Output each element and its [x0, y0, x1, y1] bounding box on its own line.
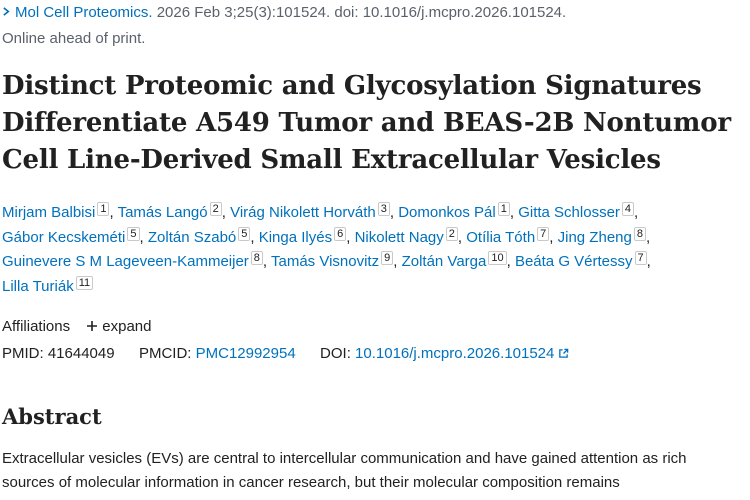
- author-name-link[interactable]: Nikolett Nagy: [354, 228, 444, 246]
- affiliation-number[interactable]: 10: [488, 251, 507, 265]
- expand-label: expand: [102, 318, 152, 335]
- affiliation-number[interactable]: 1: [497, 202, 510, 216]
- expand-affiliations-button[interactable]: expand: [86, 318, 151, 335]
- abstract-heading: Abstract: [2, 404, 102, 429]
- author-name-link[interactable]: Domonkos Pál: [398, 204, 496, 221]
- affiliation-number[interactable]: 2: [209, 202, 222, 216]
- author-item: Tamás Visnovitz 9,: [271, 251, 402, 270]
- affiliation-number[interactable]: 6: [334, 226, 347, 241]
- affiliation-number[interactable]: 8: [250, 251, 263, 265]
- pmcid-link[interactable]: PMC12992954: [195, 345, 296, 362]
- journal-link[interactable]: Mol Cell Proteomics.: [2, 4, 157, 21]
- author-name-link[interactable]: Lilla Turiák: [2, 277, 74, 295]
- affiliation-number[interactable]: 7: [634, 251, 647, 265]
- author-item: Beáta G Vértessy 7,: [514, 251, 651, 270]
- author-name-link[interactable]: Tamás Langó: [117, 204, 208, 221]
- author-item: Mirjam Balbisi 1,: [2, 202, 118, 221]
- author-name-link[interactable]: Mirjam Balbisi: [2, 204, 96, 221]
- author-item: Otília Tóth 7,: [466, 226, 558, 246]
- author-name-link[interactable]: Beáta G Vértessy: [514, 253, 633, 270]
- identifiers-row: PMID: 41644049 PMCID: PMC12992954 DOI: 1…: [2, 345, 569, 362]
- author-name-link[interactable]: Kinga Ilyés: [258, 228, 333, 246]
- external-link-icon: [559, 348, 569, 358]
- pmid-label: PMID:: [2, 345, 44, 362]
- author-item: Guinevere S M Lageveen-Kammeijer 8,: [2, 251, 271, 270]
- author-name-link[interactable]: Virág Nikolett Horváth: [230, 204, 376, 221]
- author-item: Zoltán Szabó 5,: [147, 226, 259, 246]
- author-name-link[interactable]: Jing Zheng: [557, 228, 632, 246]
- pmcid-label: PMCID:: [138, 345, 192, 362]
- author-item: Tamás Langó 2,: [117, 202, 231, 221]
- affiliation-number[interactable]: 5: [127, 226, 140, 241]
- affiliation-number[interactable]: 8: [633, 226, 646, 241]
- affiliation-number[interactable]: 3: [377, 202, 390, 216]
- author-item: Gábor Kecskeméti 5,: [2, 226, 148, 246]
- doi-label: DOI:: [320, 345, 351, 362]
- author-name-link[interactable]: Tamás Visnovitz: [271, 253, 380, 270]
- pmid-value: 41644049: [47, 345, 115, 362]
- author-item: Nikolett Nagy 2,: [354, 226, 467, 246]
- author-name-link[interactable]: Zoltán Szabó: [147, 228, 237, 246]
- affiliation-number[interactable]: 5: [238, 226, 251, 241]
- author-name-link[interactable]: Gábor Kecskeméti: [2, 228, 126, 246]
- affiliation-number[interactable]: 4: [621, 202, 635, 216]
- author-name-link[interactable]: Guinevere S M Lageveen-Kammeijer: [2, 253, 249, 270]
- affiliations-label: Affiliations: [2, 318, 71, 335]
- affiliation-number[interactable]: 7: [537, 226, 550, 241]
- affiliations-row: Affiliations expand: [2, 318, 151, 335]
- article-title: Distinct Proteomic and Glycosylation Sig…: [2, 71, 731, 175]
- publication-status: Online ahead of print.: [2, 30, 146, 47]
- affiliation-number[interactable]: 2: [445, 226, 458, 241]
- author-item: Virág Nikolett Horváth 3,: [230, 202, 399, 221]
- citation-line: Mol Cell Proteomics. 2026 Feb 3;25(3):10…: [2, 4, 566, 21]
- affiliation-number[interactable]: 9: [381, 251, 394, 265]
- affiliation-number[interactable]: 11: [75, 275, 94, 290]
- author-item: Kinga Ilyés 6,: [258, 226, 355, 246]
- author-list: Mirjam Balbisi 1, Tamás Langó 2, Virág Nik…: [2, 201, 747, 299]
- author-item: Lilla Turiák 11: [2, 275, 94, 295]
- author-name-link[interactable]: Otília Tóth: [466, 228, 536, 246]
- abstract-text: Extracellular vesicles (EVs) are central…: [2, 447, 750, 495]
- author-name-link[interactable]: Zoltán Varga: [401, 253, 487, 270]
- affiliation-number[interactable]: 1: [97, 202, 110, 216]
- author-item: Gitta Schlosser 4,: [518, 202, 639, 221]
- citation-details: 2026 Feb 3;25(3):101524. doi: 10.1016/j.…: [156, 4, 567, 21]
- doi-value: 10.1016/j.mcpro.2026.101524: [355, 345, 555, 362]
- author-item: Domonkos Pál 1,: [398, 202, 519, 221]
- author-name-link[interactable]: Gitta Schlosser: [518, 204, 620, 221]
- plus-icon: [87, 321, 98, 331]
- abstract-line: Extracellular vesicles (EVs) are central…: [2, 450, 687, 467]
- chevron-right-icon: [3, 7, 10, 16]
- author-item: Zoltán Varga 10,: [401, 251, 515, 270]
- doi-link[interactable]: 10.1016/j.mcpro.2026.101524: [355, 345, 569, 362]
- journal-name: Mol Cell Proteomics.: [15, 4, 153, 21]
- author-item: Jing Zheng 8,: [557, 226, 651, 246]
- abstract-line: sources of molecular information in canc…: [2, 474, 620, 491]
